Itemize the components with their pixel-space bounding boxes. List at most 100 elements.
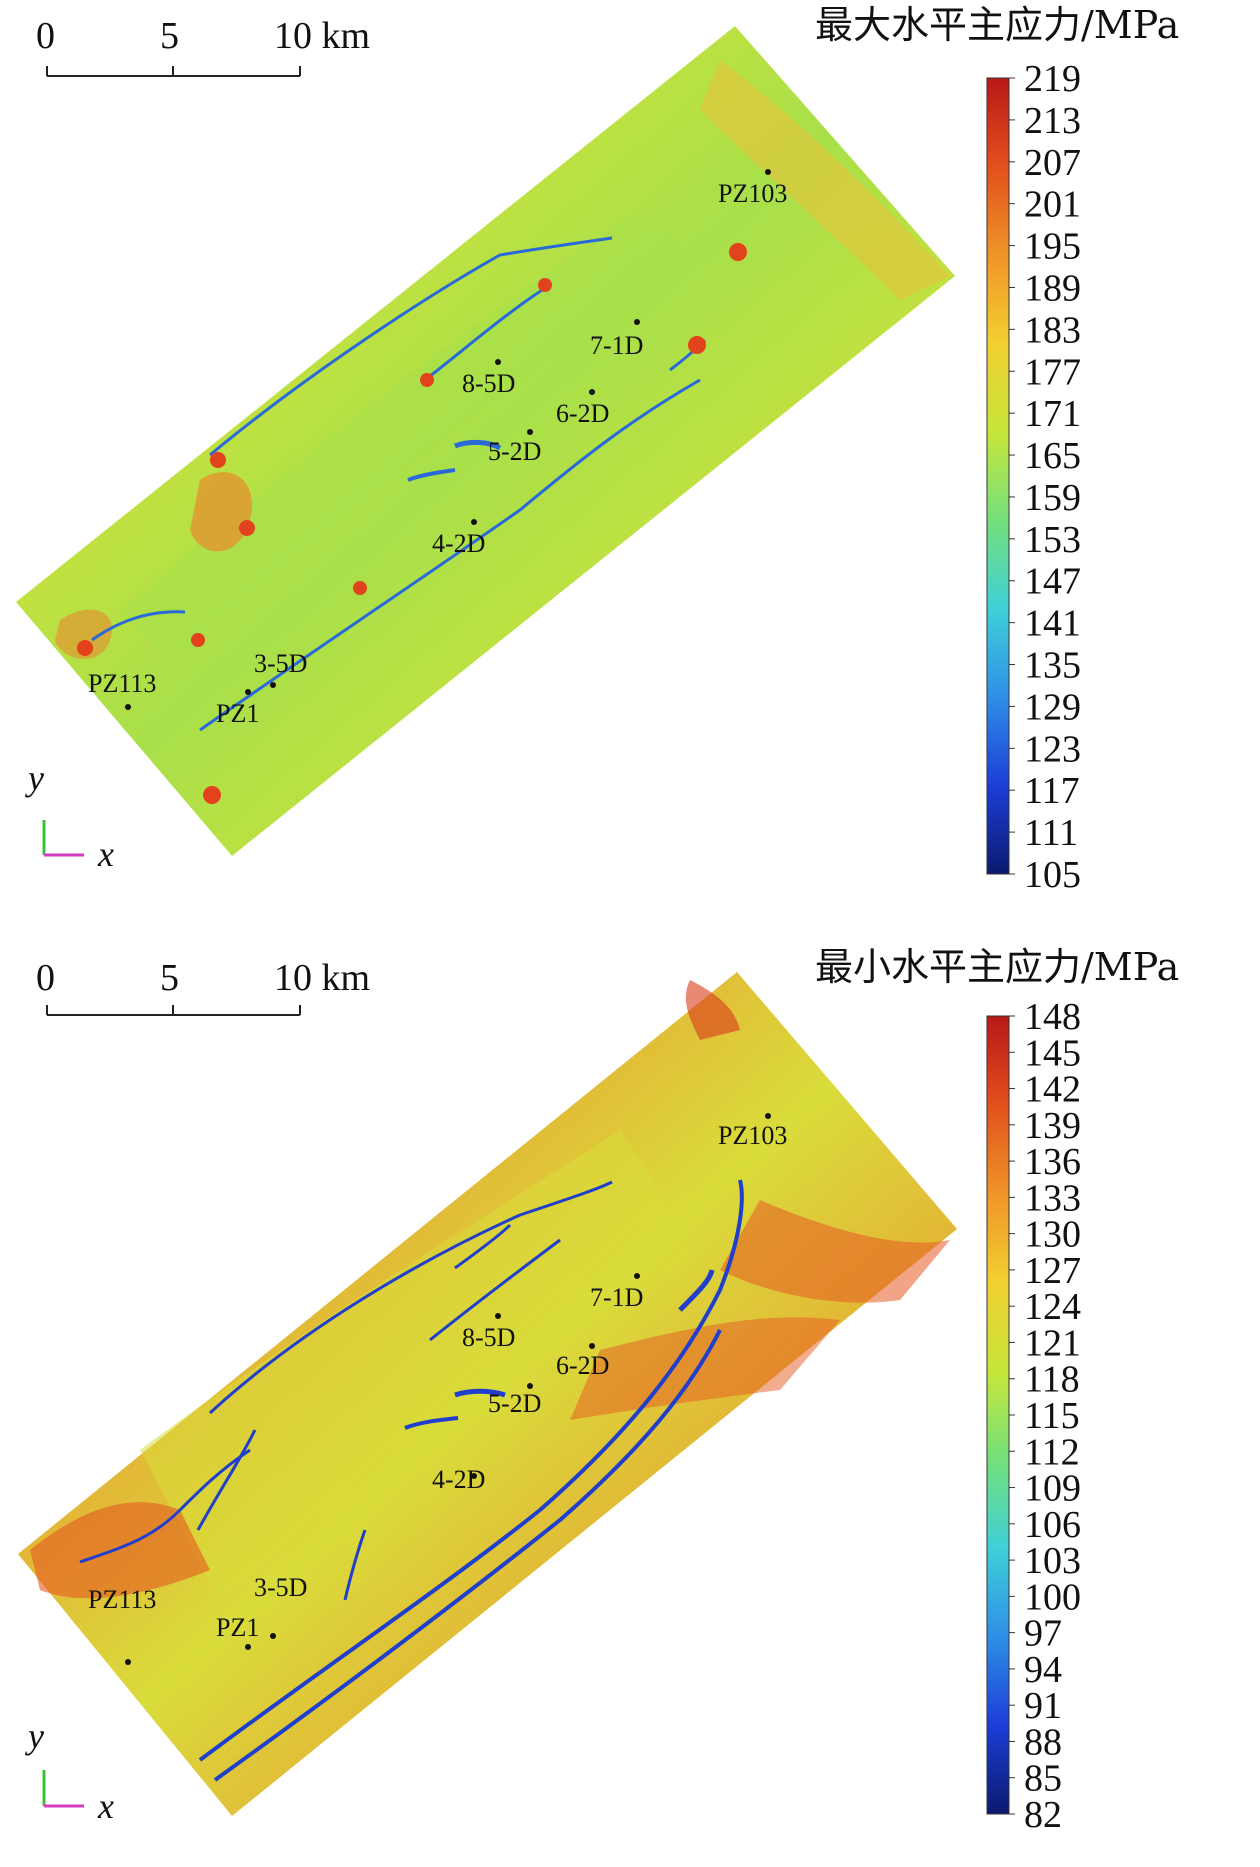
colorbar-tick-label: 189	[1024, 267, 1081, 309]
colorbar-tick-label: 88	[1024, 1721, 1062, 1763]
fault-line	[79, 1448, 251, 1564]
colorbar-tick-label: 121	[1024, 1322, 1081, 1364]
well-marker	[125, 1659, 131, 1665]
well-label-pz113: PZ113	[88, 1585, 156, 1614]
min-stress-panel: 0 5 10 km 最小水平主应力/MPa	[0, 945, 1260, 1867]
well-marker	[125, 704, 131, 710]
well-label-pz113: PZ113	[88, 669, 156, 698]
colorbar-tick-label: 112	[1024, 1431, 1080, 1473]
fault-line	[343, 1529, 367, 1601]
x-axis-label: x	[97, 1786, 114, 1826]
colorbar-tick-label: 207	[1024, 142, 1081, 184]
well-label-pz1: PZ1	[216, 699, 259, 728]
colorbar-ticks: 2192132072011951891831771711651591531471…	[1009, 58, 1081, 896]
colorbar-tick-label: 130	[1024, 1214, 1081, 1256]
colorbar-tick-label: 177	[1024, 351, 1081, 393]
hotspot	[239, 520, 255, 536]
well-marker	[270, 682, 276, 688]
axis-triad: y x	[25, 758, 114, 874]
fault-line	[208, 1180, 613, 1415]
well-marker	[765, 169, 771, 175]
max-stress-figure: 0 5 10 km 最大水平主应力/MPa	[16, 3, 1179, 896]
colorbar-tick-label: 118	[1024, 1359, 1080, 1401]
well-label-6-2d: 6-2D	[556, 1351, 609, 1380]
well-marker	[527, 429, 533, 435]
well-label-7-1d: 7-1D	[590, 1283, 643, 1312]
well-marker	[245, 689, 251, 695]
colorbar-tick-label: 219	[1024, 58, 1081, 100]
well-label-pz1: PZ1	[216, 1613, 259, 1642]
colorbar-tick-label: 85	[1024, 1758, 1062, 1800]
low-stress-band	[120, 210, 700, 660]
hotspot	[688, 336, 706, 354]
hotspot	[729, 243, 747, 261]
colorbar-tick-label: 159	[1024, 477, 1081, 519]
fault-line	[91, 610, 186, 642]
colorbar-tick-label: 100	[1024, 1576, 1081, 1618]
well-label-pz103: PZ103	[718, 179, 787, 208]
x-axis-label: x	[97, 834, 114, 874]
colorbar-tick-label: 129	[1024, 686, 1081, 728]
well-label-8-5d: 8-5D	[462, 1323, 515, 1352]
well-marker	[471, 519, 477, 525]
moderate-stress-band	[140, 1130, 700, 1600]
well-label-5-2d: 5-2D	[488, 1389, 541, 1418]
colorbar-tick-label: 139	[1024, 1105, 1081, 1147]
fault-line	[199, 378, 701, 732]
fault-line	[429, 1238, 561, 1342]
colorbar-tick-label: 117	[1024, 770, 1080, 812]
colorbar-tick-label: 153	[1024, 519, 1081, 561]
min-stress-figure: 0 5 10 km 最小水平主应力/MPa	[18, 945, 1179, 1836]
well-label-6-2d: 6-2D	[556, 399, 609, 428]
colorbar-tick-label: 195	[1024, 226, 1081, 268]
well-marker	[495, 1313, 501, 1319]
fault-lines	[91, 236, 707, 732]
high-stress-edge	[570, 1317, 840, 1420]
colorbar: 2192132072011951891831771711651591531471…	[986, 58, 1081, 896]
colorbar-tick-label: 123	[1024, 728, 1081, 770]
colorbar-tick-label: 97	[1024, 1613, 1062, 1655]
stress-edge-zone	[700, 60, 950, 300]
well-label-3-5d: 3-5D	[254, 649, 307, 678]
scale-bar-label-5: 5	[160, 15, 179, 57]
well-label-7-1d: 7-1D	[590, 331, 643, 360]
well-marker	[270, 1633, 276, 1639]
hotspot	[420, 373, 434, 387]
colorbar-tick-label: 135	[1024, 645, 1081, 687]
well-labels: PZ103 7-1D 8-5D 6-2D 5-2D 4-2D 3-5D PZ11…	[88, 169, 787, 728]
scale-bar-label-0: 0	[36, 15, 55, 57]
axis-triad: y x	[25, 1716, 114, 1826]
panel-title: 最大水平主应力/MPa	[815, 3, 1179, 47]
colorbar-tick-label: 183	[1024, 309, 1081, 351]
hotspot	[191, 633, 205, 647]
fault-line	[424, 283, 551, 382]
fault-line	[196, 1429, 257, 1531]
hotspot	[538, 278, 552, 292]
well-marker	[495, 359, 501, 365]
well-marker	[589, 389, 595, 395]
max-stress-panel: 0 5 10 km 最大水平主应力/MPa	[0, 0, 1260, 917]
well-marker	[634, 319, 640, 325]
hotspot	[353, 581, 367, 595]
colorbar-ramp	[986, 77, 1010, 875]
hotspot	[77, 640, 93, 656]
colorbar-ticks: 1481451421391361331301271241211181151121…	[1009, 996, 1081, 1836]
colorbar-tick-label: 105	[1024, 854, 1081, 896]
colorbar-tick-label: 124	[1024, 1286, 1081, 1328]
well-marker	[471, 1473, 477, 1479]
colorbar-tick-label: 82	[1024, 1794, 1062, 1836]
fault-line	[407, 468, 456, 482]
fault-line	[198, 1179, 744, 1762]
high-stress-edge	[685, 980, 740, 1040]
fault-line	[454, 1388, 506, 1398]
high-stress-edge	[30, 1502, 210, 1599]
hotspot	[210, 452, 226, 468]
well-label-5-2d: 5-2D	[488, 437, 541, 466]
y-axis-label: y	[25, 758, 44, 798]
colorbar-ramp	[986, 1015, 1010, 1815]
colorbar-tick-label: 115	[1024, 1395, 1080, 1437]
colorbar-tick-label: 111	[1024, 812, 1078, 854]
high-stress-patch	[55, 609, 112, 659]
colorbar-tick-label: 148	[1024, 996, 1081, 1038]
fault-line	[454, 1223, 512, 1270]
